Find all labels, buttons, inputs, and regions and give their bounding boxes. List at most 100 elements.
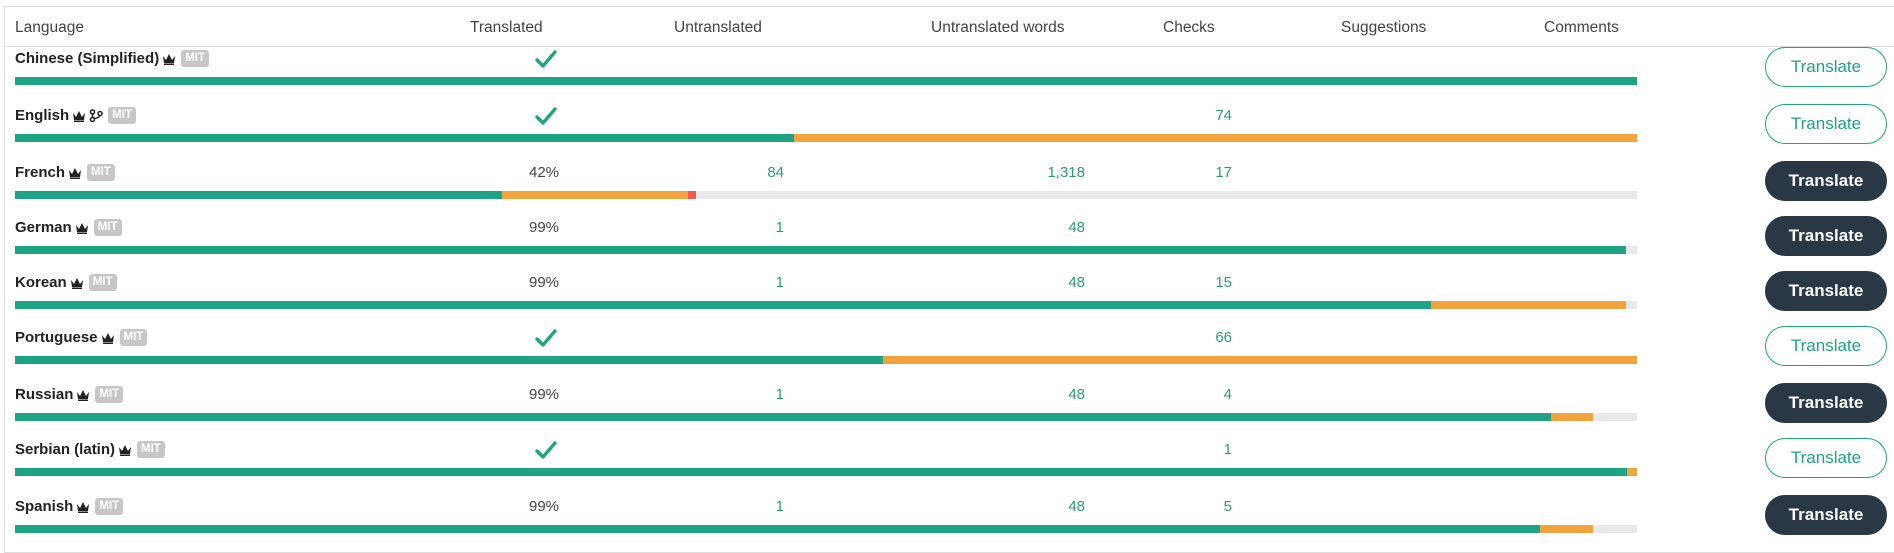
table-row: French MIT 42% 84 1,318 17 Translate bbox=[5, 154, 1894, 210]
checks-count[interactable]: 66 bbox=[1215, 329, 1232, 346]
header-translated[interactable]: Translated bbox=[470, 19, 543, 36]
translate-button[interactable]: Translate bbox=[1765, 438, 1887, 478]
header-comments[interactable]: Comments bbox=[1544, 19, 1619, 36]
language-name[interactable]: English bbox=[15, 107, 70, 124]
progress-translated bbox=[15, 356, 883, 364]
progress-translated bbox=[15, 191, 502, 199]
language-name[interactable]: Serbian (latin) bbox=[15, 441, 116, 458]
translate-button[interactable]: Translate bbox=[1765, 383, 1887, 423]
progress-checks bbox=[882, 356, 1637, 364]
untranslated-count[interactable]: 1 bbox=[775, 274, 784, 291]
header-untranslated[interactable]: Untranslated bbox=[674, 19, 762, 36]
translate-button[interactable]: Translate bbox=[1765, 47, 1887, 87]
checks-count[interactable]: 1 bbox=[1223, 441, 1232, 458]
license-badge: MIT bbox=[87, 164, 115, 181]
translate-button[interactable]: Translate bbox=[1765, 161, 1887, 201]
language-name[interactable]: Chinese (Simplified) bbox=[15, 50, 160, 67]
table-row: Chinese (Simplified) MIT Translate bbox=[5, 40, 1894, 96]
progress-bar bbox=[15, 191, 1637, 199]
language-name[interactable]: Spanish bbox=[15, 498, 74, 515]
untranslated-count[interactable]: 84 bbox=[767, 164, 784, 181]
translate-button[interactable]: Translate bbox=[1765, 216, 1887, 256]
header-suggestions[interactable]: Suggestions bbox=[1341, 19, 1427, 36]
crown-icon bbox=[101, 332, 115, 344]
progress-bar bbox=[15, 468, 1637, 476]
table-row: Spanish MIT 99% 1 48 5 Translate bbox=[5, 488, 1894, 544]
language-cell[interactable]: Chinese (Simplified) MIT bbox=[15, 50, 209, 67]
language-cell[interactable]: Russian MIT bbox=[15, 386, 124, 403]
crown-icon bbox=[75, 222, 89, 234]
crown-icon bbox=[76, 389, 90, 401]
progress-translated bbox=[15, 134, 794, 142]
checks-count[interactable]: 5 bbox=[1223, 498, 1232, 515]
language-name[interactable]: French bbox=[15, 164, 66, 181]
untranslated-words-count[interactable]: 1,318 bbox=[1047, 164, 1085, 181]
table-row: German MIT 99% 1 48 Translate bbox=[5, 209, 1894, 265]
check-icon bbox=[535, 328, 557, 353]
translation-status-table: Language Translated Untranslated Untrans… bbox=[4, 6, 1894, 553]
header-untranslated-words[interactable]: Untranslated words bbox=[931, 19, 1065, 36]
untranslated-count[interactable]: 1 bbox=[775, 219, 784, 236]
table-row: Portuguese MIT 66 Translate bbox=[5, 319, 1894, 375]
license-badge: MIT bbox=[88, 274, 117, 291]
license-badge: MIT bbox=[181, 50, 209, 67]
language-name[interactable]: Portuguese bbox=[15, 329, 98, 346]
license-badge: MIT bbox=[137, 441, 165, 458]
header-checks[interactable]: Checks bbox=[1163, 19, 1215, 36]
crown-icon bbox=[70, 277, 84, 289]
license-badge: MIT bbox=[108, 107, 136, 124]
language-cell[interactable]: French MIT bbox=[15, 164, 115, 181]
translated-percent[interactable]: 99% bbox=[529, 386, 560, 403]
translated-percent[interactable]: 99% bbox=[529, 498, 560, 515]
untranslated-count[interactable]: 1 bbox=[775, 498, 784, 515]
language-cell[interactable]: Spanish MIT bbox=[15, 498, 124, 515]
language-cell[interactable]: English MIT bbox=[15, 107, 136, 124]
untranslated-words-count[interactable]: 48 bbox=[1068, 498, 1085, 515]
untranslated-words-count[interactable]: 48 bbox=[1068, 386, 1085, 403]
header-language[interactable]: Language bbox=[15, 19, 84, 36]
progress-checks bbox=[1551, 413, 1594, 421]
progress-translated bbox=[15, 413, 1552, 421]
table-header: Language Translated Untranslated Untrans… bbox=[5, 7, 1894, 47]
crown-icon bbox=[162, 53, 176, 65]
language-name[interactable]: Russian bbox=[15, 386, 74, 403]
untranslated-count[interactable]: 1 bbox=[775, 386, 784, 403]
license-badge: MIT bbox=[93, 219, 122, 236]
language-cell[interactable]: Portuguese MIT bbox=[15, 329, 148, 346]
translated-percent[interactable]: 99% bbox=[529, 274, 560, 291]
language-cell[interactable]: German MIT bbox=[15, 219, 122, 236]
progress-checks bbox=[1539, 525, 1594, 533]
translate-button[interactable]: Translate bbox=[1765, 271, 1887, 311]
progress-bar bbox=[15, 525, 1637, 533]
checks-count[interactable]: 15 bbox=[1215, 274, 1232, 291]
translate-button[interactable]: Translate bbox=[1765, 495, 1887, 535]
translate-button[interactable]: Translate bbox=[1765, 326, 1887, 366]
checks-count[interactable]: 74 bbox=[1215, 107, 1232, 124]
language-cell[interactable]: Korean MIT bbox=[15, 274, 117, 291]
language-name[interactable]: Korean bbox=[15, 274, 67, 291]
table-row: Korean MIT 99% 1 48 15 Translate bbox=[5, 264, 1894, 320]
progress-translated bbox=[15, 301, 1431, 309]
check-icon bbox=[535, 440, 557, 465]
translated-percent[interactable]: 42% bbox=[529, 164, 560, 181]
checks-count[interactable]: 17 bbox=[1215, 164, 1232, 181]
license-badge: MIT bbox=[119, 329, 148, 346]
language-name[interactable]: German bbox=[15, 219, 72, 236]
progress-translated bbox=[15, 525, 1540, 533]
progress-checks bbox=[501, 191, 689, 199]
progress-checks bbox=[793, 134, 1637, 142]
untranslated-words-count[interactable]: 48 bbox=[1068, 274, 1085, 291]
untranslated-words-count[interactable]: 48 bbox=[1068, 219, 1085, 236]
table-row: Serbian (latin) MIT 1 Translate bbox=[5, 431, 1894, 487]
checks-count[interactable]: 4 bbox=[1223, 386, 1232, 403]
check-icon bbox=[535, 106, 557, 131]
progress-checks bbox=[1627, 468, 1637, 476]
progress-bar bbox=[15, 413, 1637, 421]
translate-button[interactable]: Translate bbox=[1765, 104, 1887, 144]
language-cell[interactable]: Serbian (latin) MIT bbox=[15, 441, 165, 458]
progress-bar bbox=[15, 301, 1637, 309]
crown-icon bbox=[118, 444, 132, 456]
progress-translated bbox=[15, 77, 1637, 85]
translated-percent[interactable]: 99% bbox=[529, 219, 560, 236]
license-badge: MIT bbox=[95, 386, 124, 403]
